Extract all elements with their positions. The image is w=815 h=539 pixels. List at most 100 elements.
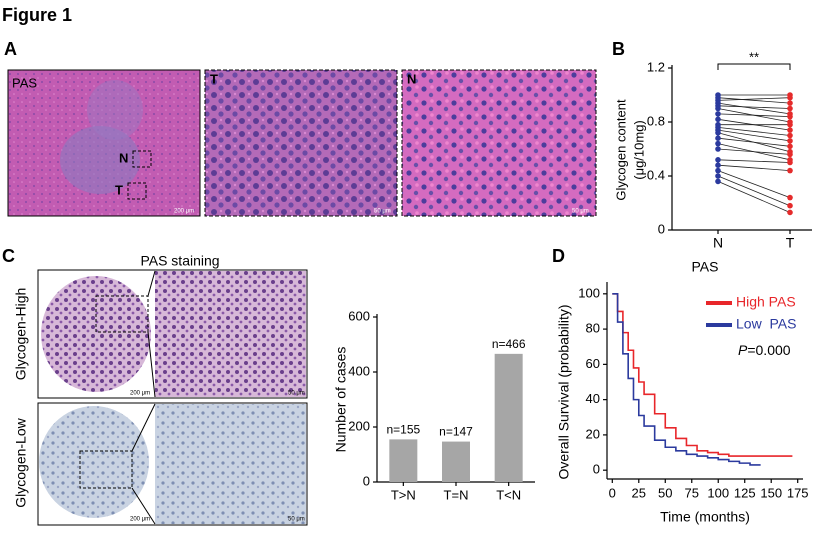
connector: [147, 331, 156, 398]
data-point: [715, 140, 721, 147]
data-point: [715, 105, 721, 112]
inset-box: [95, 295, 149, 333]
survival-curve: [612, 293, 793, 457]
x-tick-label: 150: [760, 485, 782, 500]
zoom-label: N: [407, 71, 416, 86]
tma-core: [41, 276, 151, 392]
y-tick-label: 100: [578, 285, 600, 300]
panel-label: D: [552, 246, 565, 266]
data-point: [787, 127, 793, 133]
x-tick-label: 175: [787, 485, 809, 500]
inset-box: [79, 450, 133, 489]
bar: [442, 441, 470, 482]
x-tick-label: T>N: [391, 487, 416, 502]
zoom-image: [204, 69, 398, 217]
scale-bar-label: 50 μm: [288, 391, 305, 397]
y-tick-label: 0.8: [647, 113, 665, 128]
region-label: N: [119, 150, 128, 165]
y-tick-label: 0: [658, 221, 665, 236]
panel-label: A: [4, 39, 17, 59]
scale-bar-label: 200 μm: [174, 209, 194, 215]
tumor-nodule: [60, 126, 140, 194]
scale-bar-label: 50 μm: [288, 517, 305, 523]
x-tick-label: T=N: [444, 487, 469, 502]
pair-line: [717, 127, 791, 136]
data-point: [787, 209, 793, 216]
row-label: Glycogen-High: [13, 288, 29, 381]
row-label: Glycogen-Low: [13, 417, 29, 507]
data-point: [787, 202, 793, 209]
y-tick-label: 200: [348, 418, 370, 433]
p-number: =0.000: [747, 342, 790, 358]
value-label: n=466: [492, 337, 526, 351]
data-point: [787, 194, 793, 201]
data-point: [787, 167, 793, 174]
data-point: [715, 135, 721, 141]
data-point: [787, 132, 793, 139]
pair-line: [717, 170, 791, 198]
pair-line: [717, 113, 791, 117]
inset-box: [132, 150, 152, 168]
x-tick-label: T<N: [496, 487, 521, 502]
region-label: T: [115, 182, 123, 197]
pair-line: [717, 164, 791, 171]
y-axis-label: Number of cases: [333, 347, 349, 453]
x-tick-label: 75: [685, 485, 699, 500]
x-tick-label: 25: [632, 485, 646, 500]
tma-core: [39, 406, 149, 518]
survival-curve: [612, 293, 761, 466]
p-symbol: P: [738, 342, 748, 358]
data-point: [715, 173, 721, 179]
x-tick-label: 125: [734, 485, 756, 500]
stain-label: PAS: [12, 75, 37, 90]
y-tick-label: 400: [348, 363, 370, 378]
data-point: [715, 162, 721, 168]
pair-line: [717, 129, 791, 142]
x-tick-label: N: [713, 235, 723, 251]
x-tick-label: 0: [609, 485, 616, 500]
x-axis-label: Time (months): [660, 509, 750, 525]
x-tick-label: T: [786, 235, 795, 251]
pair-line: [717, 102, 791, 115]
y-tick-label: 0: [363, 473, 370, 488]
p-value: P=0.000: [738, 342, 791, 358]
y-axis-label: (μg/10mg): [631, 120, 646, 180]
panel-label: B: [612, 39, 625, 59]
data-point: [787, 100, 793, 106]
panel-label: C: [2, 246, 15, 266]
data-point: [787, 151, 793, 158]
zoom-image: [155, 404, 306, 524]
legend-label: Low PAS: [736, 316, 796, 332]
x-tick-label: 50: [658, 485, 672, 500]
y-tick-label: 0: [593, 462, 600, 477]
figure-title: Figure 1: [2, 5, 72, 25]
pair-line: [717, 181, 791, 213]
data-point: [715, 130, 721, 136]
data-point: [787, 94, 793, 101]
data-point: [787, 138, 793, 144]
significance: **: [749, 49, 759, 64]
bar: [494, 353, 523, 482]
value-label: n=147: [439, 425, 473, 439]
y-axis-label: Glycogen content: [613, 99, 628, 201]
data-point: [787, 121, 793, 128]
data-point: [715, 111, 721, 117]
bar: [389, 439, 418, 482]
tumor-nodule: [87, 80, 143, 140]
pair-line: [717, 137, 791, 147]
data-point: [787, 159, 793, 166]
pair-line: [717, 97, 791, 101]
data-point: [715, 178, 721, 185]
y-tick-label: 40: [586, 391, 600, 406]
legend-label: High PAS: [736, 294, 796, 310]
bracket: [717, 63, 791, 70]
pair-line: [717, 148, 791, 155]
pair-line: [717, 159, 791, 163]
y-tick-label: 60: [586, 356, 600, 371]
inset-box: [127, 182, 147, 200]
connector: [131, 403, 156, 452]
data-point: [787, 105, 793, 112]
data-point: [715, 157, 721, 163]
y-axis-label: Overall Survival (probability): [556, 304, 572, 479]
